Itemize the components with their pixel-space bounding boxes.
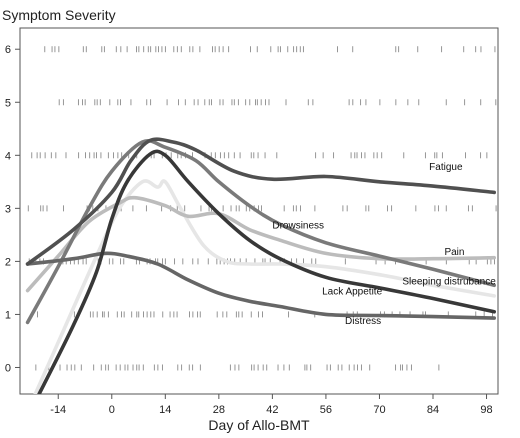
y-tick-label: 0 xyxy=(5,362,11,374)
series-line-fatigue xyxy=(25,137,496,266)
y-tick-label: 1 xyxy=(5,309,11,321)
series-line-pain xyxy=(25,195,496,293)
x-tick-label: 56 xyxy=(320,404,332,416)
x-axis-title: Day of Allo-BMT xyxy=(208,417,310,433)
y-tick-label: 6 xyxy=(5,44,11,56)
y-tick-label: 3 xyxy=(5,203,11,215)
x-tick-label: 98 xyxy=(480,404,492,416)
series-label: Fatigue xyxy=(429,162,463,173)
series-labels: Fatigue Drowsiness Pain Sleeping distrubanc… xyxy=(272,162,496,327)
series-line-distress xyxy=(25,251,496,320)
x-tick-label: -14 xyxy=(50,404,66,416)
x-tick-label: 14 xyxy=(159,404,171,416)
series-line-lack-appetite xyxy=(37,149,496,394)
series-label: Distress xyxy=(345,316,381,327)
y-tick-label: 4 xyxy=(5,150,11,162)
series-label: Drowsiness xyxy=(272,221,324,232)
x-tick-label: 42 xyxy=(266,404,278,416)
y-tick-label: 5 xyxy=(5,97,11,109)
x-tick-label: 70 xyxy=(373,404,385,416)
series-label: Lack Appetite xyxy=(322,286,382,297)
series-lines xyxy=(25,137,496,394)
series-line-sleeping-distrubance xyxy=(33,179,496,394)
series-label: Pain xyxy=(444,247,464,258)
y-axis-ticks: 0 1 2 3 4 5 6 xyxy=(5,44,20,374)
series-label: Sleeping distrubance xyxy=(402,277,496,288)
x-tick-label: 28 xyxy=(213,404,225,416)
x-tick-label: 84 xyxy=(427,404,439,416)
x-tick-label: 0 xyxy=(109,404,115,416)
y-axis-title: Symptom Severity xyxy=(2,7,116,23)
x-axis-ticks: -14 0 14 28 42 56 70 84 98 xyxy=(50,394,493,416)
y-tick-label: 2 xyxy=(5,256,11,268)
series-line-drowsiness xyxy=(25,138,496,325)
